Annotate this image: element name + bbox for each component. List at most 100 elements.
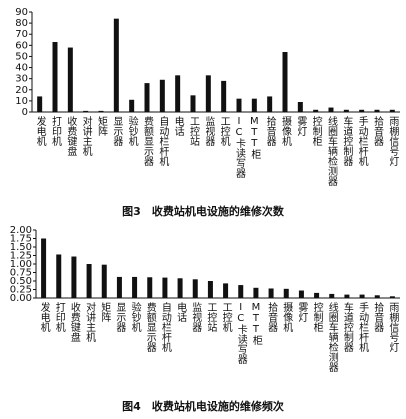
x-tick-label: 雨棚信号灯 xyxy=(387,116,399,167)
chart-title: 图4 收费站机电设施的维修频次 xyxy=(122,399,284,413)
bar xyxy=(282,52,288,112)
x-tick-label: 线圈车辆检测器 xyxy=(326,301,338,373)
x-tick-label: 摄像机 xyxy=(281,301,293,333)
bar xyxy=(314,292,320,298)
bar xyxy=(129,99,135,112)
bar xyxy=(144,83,150,112)
y-tick-label: 0.00 xyxy=(10,293,32,304)
x-tick-label: 手动栏杆机 xyxy=(357,301,369,353)
bar xyxy=(268,288,274,298)
bar xyxy=(389,109,395,112)
y-tick-label: 1.50 xyxy=(10,242,32,253)
x-tick-label: IC卡读写器 xyxy=(234,116,246,179)
x-tick-label: 工控机 xyxy=(220,302,232,333)
x-tick-label: 对讲主机 xyxy=(84,301,96,343)
x-tick-label: MTT柜 xyxy=(250,302,262,346)
bar xyxy=(159,79,165,112)
bar xyxy=(116,276,122,298)
x-tick-label: 矩阵 xyxy=(99,301,111,323)
y-tick-label: 40 xyxy=(15,63,28,74)
bar xyxy=(37,96,43,112)
bar xyxy=(267,96,273,112)
bar xyxy=(113,18,119,113)
x-tick-label: MTT柜 xyxy=(249,116,261,160)
bar xyxy=(71,256,77,298)
x-tick-label: 显示器 xyxy=(114,302,126,333)
y-tick-label: 0.25 xyxy=(10,285,32,296)
bar xyxy=(56,254,62,298)
x-tick-label: 拾音器 xyxy=(264,115,276,147)
x-tick-label: 验钞机 xyxy=(126,115,138,147)
chart-title: 图3 收费站机电设施的维修次数 xyxy=(122,204,285,218)
bar xyxy=(132,276,138,298)
bar xyxy=(67,47,73,112)
bar xyxy=(98,110,104,112)
bar xyxy=(236,98,242,112)
x-tick-label: 对讲主机 xyxy=(80,115,92,157)
bar xyxy=(374,295,380,298)
x-tick-label: 费额显示器 xyxy=(142,115,154,167)
x-tick-label: 雨棚信号灯 xyxy=(387,302,399,353)
x-tick-label: 拾音器 xyxy=(266,301,278,333)
bar xyxy=(192,279,198,298)
y-tick-label: 80 xyxy=(15,18,28,29)
bar xyxy=(329,293,335,298)
x-tick-label: 显示器 xyxy=(111,116,123,147)
x-tick-label: 工控站 xyxy=(205,302,217,333)
bar xyxy=(359,294,365,298)
x-tick-label: 监视器 xyxy=(190,301,202,333)
x-tick-label: 自动栏杆机 xyxy=(159,301,171,353)
bar xyxy=(177,278,183,298)
x-tick-label: 拾音器 xyxy=(372,115,384,147)
bar xyxy=(207,281,213,298)
x-tick-label: 工控站 xyxy=(188,116,200,147)
y-tick-label: 30 xyxy=(15,74,28,85)
x-tick-label: 自动栏杆机 xyxy=(157,115,169,167)
x-tick-label: 摄像机 xyxy=(280,115,292,147)
x-tick-label: 打印机 xyxy=(50,115,62,147)
x-tick-label: 控制柜 xyxy=(310,115,322,147)
x-tick-label: 车道控制器 xyxy=(341,115,353,167)
bar xyxy=(205,75,211,112)
x-tick-label: 控制柜 xyxy=(311,301,323,333)
y-tick-label: 1.25 xyxy=(10,251,32,262)
y-tick-label: 70 xyxy=(15,29,28,40)
x-tick-label: 电话 xyxy=(175,301,187,323)
bar xyxy=(175,75,181,112)
x-tick-label: 打印机 xyxy=(53,301,65,333)
y-tick-label: 10 xyxy=(15,96,28,107)
x-tick-label: IC卡读写器 xyxy=(235,302,247,365)
bar xyxy=(344,294,350,298)
bar xyxy=(147,277,153,298)
x-tick-label: 发电机 xyxy=(38,301,50,333)
x-tick-label: 雾灯 xyxy=(296,302,308,323)
bar xyxy=(313,109,319,112)
x-tick-label: 车道控制器 xyxy=(341,301,353,353)
bar xyxy=(251,98,257,112)
x-tick-label: 电话 xyxy=(172,115,184,137)
x-tick-label: 收费键盘 xyxy=(68,301,80,342)
bar xyxy=(41,238,47,298)
x-tick-label: 监视器 xyxy=(203,115,215,147)
bar xyxy=(283,288,289,298)
bar xyxy=(297,102,303,112)
bar xyxy=(359,109,365,112)
bar xyxy=(389,296,395,298)
x-tick-label: 收费键盘 xyxy=(65,115,77,156)
x-tick-label: 线圈车辆检测器 xyxy=(326,115,338,187)
y-tick-label: 50 xyxy=(15,51,28,62)
bar xyxy=(298,290,304,298)
y-tick-label: 90 xyxy=(15,7,28,18)
bar xyxy=(223,283,229,298)
x-tick-label: 拾音器 xyxy=(372,301,384,333)
x-tick-label: 发电机 xyxy=(34,115,46,147)
x-tick-label: 雾灯 xyxy=(295,116,307,137)
bar xyxy=(221,80,227,112)
bar xyxy=(238,285,244,298)
y-tick-label: 2.00 xyxy=(10,225,32,236)
y-tick-label: 20 xyxy=(15,85,28,96)
bar xyxy=(162,277,168,298)
y-tick-label: 0 xyxy=(22,107,28,118)
bar xyxy=(253,287,259,298)
